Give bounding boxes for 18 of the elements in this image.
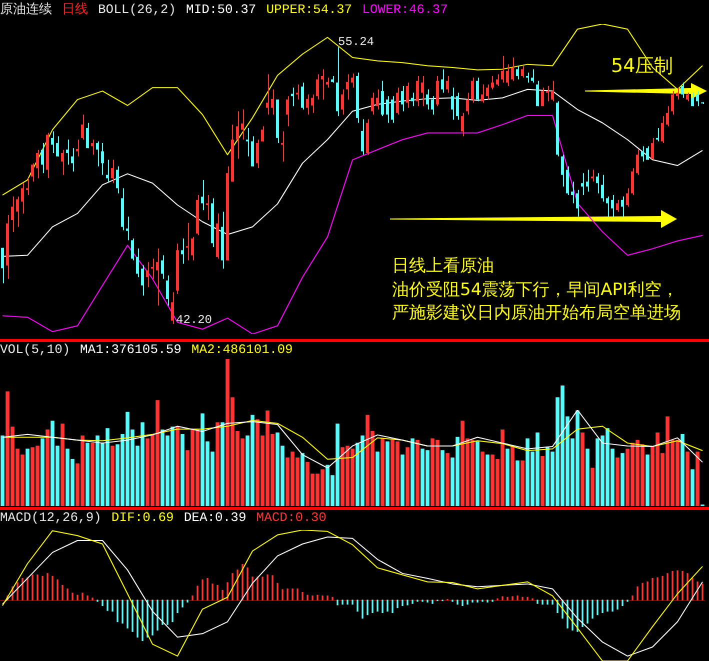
chart-title: 原油连续 (0, 2, 52, 17)
annotation: 55.24 (338, 34, 374, 51)
legend-title: BOLL(26,2) (98, 2, 176, 17)
text: UPPER:54.37 (266, 2, 352, 17)
annotation: 42.20 (176, 312, 212, 329)
annotation: 54压制 (611, 54, 674, 79)
text: MA2:486101.09 (191, 342, 293, 357)
text: MA1:376105.59 (80, 342, 182, 357)
legend-title: VOL(5,10) (0, 342, 70, 357)
text: MACD:0.30 (256, 510, 326, 525)
legend-title: MACD(12,26,9) (0, 510, 102, 525)
chart-subtitle: 日线 (62, 2, 88, 17)
text: LOWER:46.37 (362, 2, 448, 17)
annotation: 油价受阻54震荡下行，早间API利空，严施影建议日内原油开始布局空单进场 (392, 279, 682, 325)
text: DEA:0.39 (184, 510, 246, 525)
annotation: 日线上看原油 (392, 255, 494, 278)
series-label: DIF:0.69 (111, 510, 174, 525)
text: MID:50.37 (186, 2, 256, 17)
